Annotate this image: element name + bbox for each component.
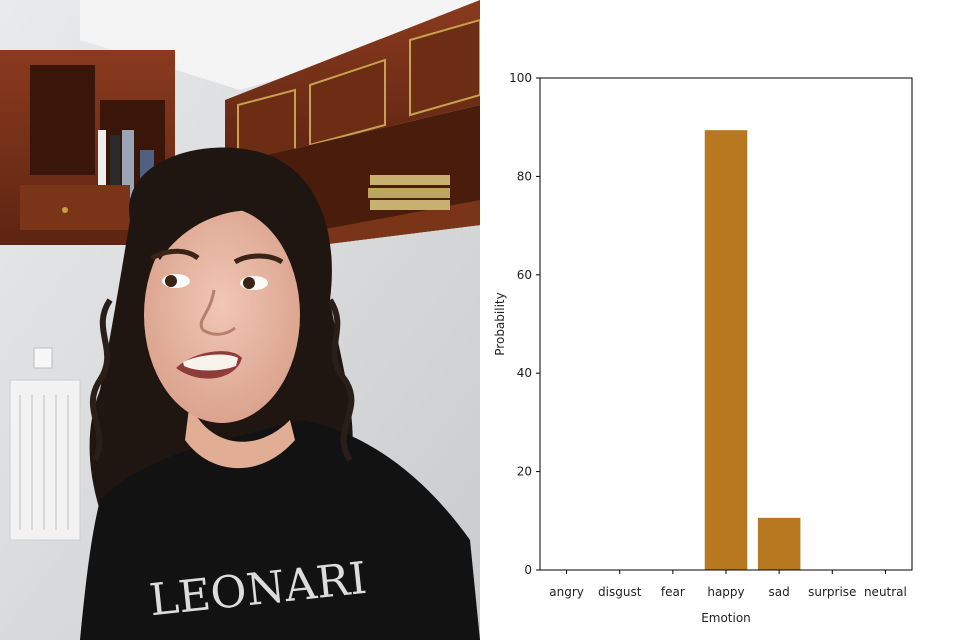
- y-axis-ticks: 0 20 40 60 80 100: [509, 71, 540, 577]
- x-tick-label-disgust: disgust: [598, 585, 642, 599]
- light-switch: [33, 347, 53, 369]
- x-axis-label: Emotion: [701, 611, 751, 625]
- x-tick-label-fear: fear: [661, 585, 685, 599]
- photo-panel: LEONARI: [0, 0, 480, 640]
- x-tick-label-neutral: neutral: [864, 585, 907, 599]
- y-tick-label: 80: [517, 169, 532, 183]
- bar-happy: [704, 130, 748, 571]
- ceiling: [80, 0, 480, 90]
- y-tick-label: 0: [524, 563, 532, 577]
- bar-sad: [757, 517, 801, 570]
- emotion-bar-chart: 0 20 40 60 80 100 angry disgust fear happy sad sur…: [493, 71, 913, 625]
- y-tick-label: 20: [517, 465, 532, 479]
- y-axis-label: Probability: [493, 292, 507, 355]
- chart-panel: 0 20 40 60 80 100 angry disgust fear happy sad sur…: [480, 0, 960, 640]
- shirt: [80, 420, 480, 640]
- x-tick-label-happy: happy: [707, 585, 744, 599]
- left-shelf: [0, 50, 175, 245]
- neck: [185, 400, 295, 469]
- bars-group: [704, 130, 801, 571]
- y-tick-label: 60: [517, 268, 532, 282]
- x-tick-label-sad: sad: [769, 585, 790, 599]
- face-photo: LEONARI: [0, 0, 480, 640]
- x-tick-label-surprise: surprise: [808, 585, 856, 599]
- x-axis-ticks: angry disgust fear happy sad surprise neutral: [549, 570, 907, 599]
- y-tick-label: 40: [517, 366, 532, 380]
- y-tick-label: 100: [509, 71, 532, 85]
- x-tick-label-angry: angry: [549, 585, 584, 599]
